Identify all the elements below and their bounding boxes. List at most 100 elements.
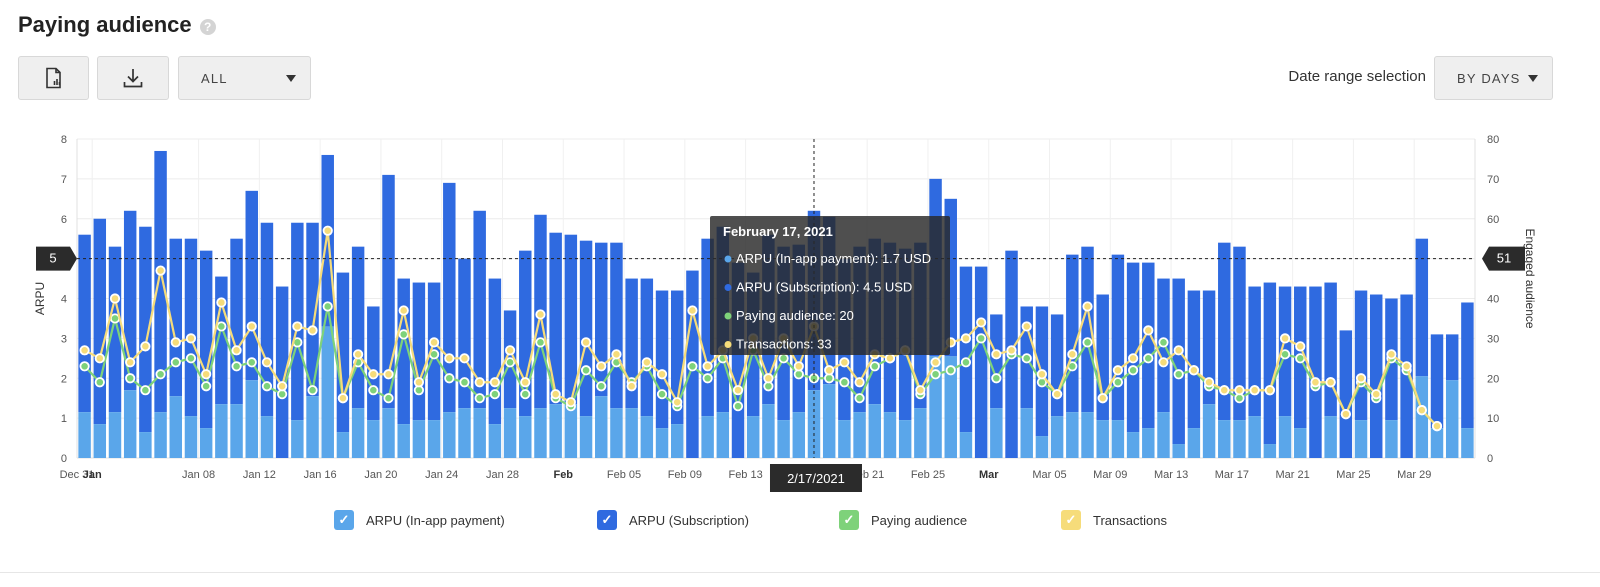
- transactions-point: [307, 325, 318, 336]
- bar-inapp: [306, 396, 319, 458]
- bar-subscription: [1248, 286, 1261, 417]
- y-right-tick-label: 10: [1487, 413, 1499, 425]
- paying-audience-point: [976, 333, 987, 344]
- bar-inapp: [822, 384, 836, 458]
- page-title: Paying audience ?: [18, 12, 216, 38]
- transactions-point: [672, 397, 683, 408]
- bar-inapp: [336, 432, 350, 458]
- legend-item-inapp[interactable]: ✓ ARPU (In-app payment): [334, 510, 505, 530]
- paying-audience-point: [125, 373, 136, 384]
- paying-audience-point: [231, 361, 242, 372]
- bar-inapp: [579, 416, 593, 458]
- bar-subscription: [974, 266, 988, 458]
- checkbox-checked-icon: ✓: [839, 510, 859, 530]
- transactions-point: [337, 393, 349, 404]
- bar-subscription: [1263, 282, 1277, 445]
- paying-audience-point: [839, 377, 850, 388]
- paying-audience-point: [930, 369, 941, 380]
- bar-subscription: [382, 174, 395, 409]
- bar-inapp: [1263, 444, 1277, 458]
- paying-audience-point: [854, 393, 865, 404]
- transactions-point: [1249, 385, 1260, 396]
- transactions-point: [793, 361, 804, 372]
- bar-subscription: [1126, 262, 1140, 433]
- filter-select-value: ALL: [201, 70, 228, 86]
- x-tick-label: Mar 13: [1154, 469, 1188, 481]
- legend-item-paying[interactable]: ✓ Paying audience: [839, 510, 967, 530]
- bar-inapp: [245, 380, 258, 458]
- bar-inapp: [1142, 428, 1155, 458]
- bar-inapp: [154, 412, 167, 458]
- paying-audience-point: [201, 381, 212, 392]
- crosshair-x-label: 2/17/2021: [787, 471, 845, 486]
- paying-audience-point: [1158, 337, 1169, 348]
- bar-inapp: [351, 408, 365, 458]
- transactions-point: [1052, 389, 1063, 400]
- transactions-point: [884, 353, 896, 364]
- paying-audience-point: [1082, 337, 1093, 348]
- bar-subscription: [1415, 238, 1429, 377]
- filter-select[interactable]: ALL: [178, 56, 311, 100]
- paying-audience-point: [702, 373, 713, 384]
- bar-inapp: [807, 390, 821, 458]
- x-tick-label: Jan 20: [364, 469, 397, 481]
- date-range-select[interactable]: BY DAYS: [1434, 56, 1553, 100]
- transactions-point: [292, 321, 303, 332]
- bar-inapp: [595, 396, 608, 458]
- y-left-axis-title: ARPU: [33, 282, 47, 315]
- bar-subscription: [1309, 286, 1322, 458]
- crosshair-right-badge: [1482, 246, 1525, 271]
- report-chart-icon: [45, 67, 61, 89]
- report-button[interactable]: [18, 56, 89, 100]
- bar-inapp: [230, 404, 243, 458]
- tooltip-swatch: [724, 255, 732, 263]
- help-icon[interactable]: ?: [199, 18, 216, 35]
- transactions-point: [580, 337, 592, 348]
- bar-inapp: [1066, 412, 1079, 458]
- transactions-point: [1264, 385, 1275, 396]
- transactions-point: [732, 385, 744, 396]
- transactions-point: [1325, 377, 1336, 388]
- crosshair-left-label: 5: [49, 251, 56, 266]
- y-left-tick-label: 0: [61, 453, 67, 465]
- chart-legend: ✓ ARPU (In-app payment) ✓ ARPU (Subscrip…: [0, 510, 1600, 534]
- x-tick-label: Mar 05: [1032, 469, 1066, 481]
- bar-subscription: [1111, 254, 1125, 421]
- paying-audience-point: [991, 373, 1002, 384]
- paying-audience-point: [398, 329, 409, 340]
- y-left-tick-label: 1: [61, 413, 67, 425]
- bar-inapp: [199, 428, 213, 458]
- bar-subscription: [1400, 294, 1413, 458]
- legend-item-transactions[interactable]: ✓ Transactions: [1061, 510, 1167, 530]
- bar-inapp: [868, 404, 882, 458]
- legend-item-subscription[interactable]: ✓ ARPU (Subscription): [597, 510, 749, 530]
- transactions-point: [261, 357, 273, 368]
- paying-audience-point: [580, 365, 592, 376]
- bar-subscription: [1461, 302, 1474, 429]
- transactions-point: [1416, 405, 1427, 416]
- tooltip-date: February 17, 2021: [723, 224, 833, 239]
- paying-audience-point: [459, 377, 470, 388]
- transactions-point: [398, 305, 409, 316]
- download-button[interactable]: [97, 56, 169, 100]
- bar-inapp: [1354, 420, 1368, 458]
- tooltip-row: ARPU (In-app payment): 1.7 USD: [736, 251, 931, 266]
- bar-inapp: [473, 408, 486, 458]
- paying-audience-point: [732, 401, 744, 412]
- transactions-point: [1021, 321, 1032, 332]
- paying-audience-point: [368, 385, 379, 396]
- bar-inapp: [458, 408, 471, 458]
- transactions-point: [824, 365, 835, 376]
- bar-inapp: [670, 424, 684, 458]
- bar-inapp: [1385, 420, 1398, 458]
- bar-subscription: [275, 286, 289, 458]
- transactions-point: [1386, 349, 1397, 360]
- transactions-point: [170, 337, 181, 348]
- transactions-point: [413, 377, 425, 388]
- transactions-point: [79, 345, 90, 356]
- transactions-point: [444, 353, 455, 364]
- bar-inapp: [777, 420, 790, 458]
- bar-subscription: [1172, 278, 1185, 445]
- paying-audience-point: [79, 361, 90, 372]
